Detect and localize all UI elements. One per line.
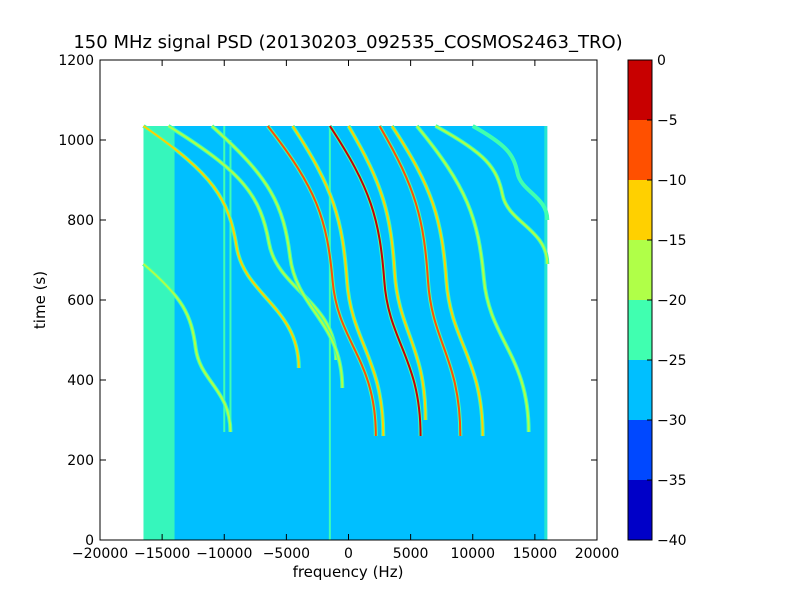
colorbar-segment (628, 360, 652, 420)
track (434, 125, 549, 265)
track (391, 125, 484, 437)
x-tick-label: 20000 (575, 546, 620, 562)
colorbar-tick-label: −5 (657, 113, 678, 129)
y-tick-label: 400 (67, 373, 94, 389)
colorbar-tick-label: −15 (657, 233, 687, 249)
colorbar-tick-label: −40 (657, 533, 687, 549)
x-tick-label: −10000 (196, 546, 252, 562)
colorbar-segment (628, 480, 652, 540)
colorbar-tick-label: −10 (657, 173, 687, 189)
track (378, 125, 462, 437)
noise-band (143, 126, 175, 540)
track (167, 125, 338, 361)
colorbar-tick-label: −30 (657, 413, 687, 429)
y-tick-label: 200 (67, 453, 94, 469)
y-tick-label: 1000 (58, 133, 94, 149)
x-tick-label: 10000 (450, 546, 495, 562)
x-axis: −20000 −15000 −10000 −5000 0 5000 10000 15000 20… (72, 60, 619, 562)
colorbar-tick-label: −35 (657, 473, 687, 489)
colorbar: 0 −5 −10 −15 −20 −25 −30 −35 −40 (627, 53, 687, 549)
colorbar-tick-label: −20 (657, 293, 687, 309)
chart-title: 150 MHz signal PSD (20130203_092535_COSM… (73, 32, 622, 53)
colorbar-segment (628, 120, 652, 180)
colorbar-segment (628, 300, 652, 360)
y-tick-label: 1200 (58, 53, 94, 69)
track (347, 125, 427, 421)
x-tick-label: 0 (344, 546, 353, 562)
colorbar-segment (628, 180, 652, 240)
y-axis-label: time (s) (31, 271, 49, 329)
colorbar-tick-label: −25 (657, 353, 687, 369)
colorbar-tick-label: 0 (657, 53, 666, 69)
x-tick-label: −15000 (134, 546, 190, 562)
y-axis: 0 200 400 600 800 1000 1200 (58, 53, 597, 549)
y-tick-label: 0 (85, 533, 94, 549)
track (329, 125, 422, 437)
right-edge-band (544, 126, 548, 540)
colorbar-segment (628, 60, 652, 120)
x-tick-label: 5000 (393, 546, 429, 562)
track (266, 125, 377, 437)
colorbar-segment (628, 240, 652, 300)
colorbar-segment (628, 420, 652, 480)
track (142, 125, 300, 369)
track (416, 125, 530, 433)
track (472, 125, 549, 221)
heatmap-area (142, 124, 550, 540)
x-tick-label: −20000 (72, 546, 128, 562)
x-tick-label: 15000 (513, 546, 558, 562)
track (142, 263, 232, 433)
x-tick-label: −5000 (263, 546, 310, 562)
track (211, 125, 344, 389)
y-tick-label: 800 (67, 213, 94, 229)
track (291, 125, 385, 437)
y-tick-label: 600 (67, 293, 94, 309)
x-axis-label: frequency (Hz) (293, 563, 404, 581)
